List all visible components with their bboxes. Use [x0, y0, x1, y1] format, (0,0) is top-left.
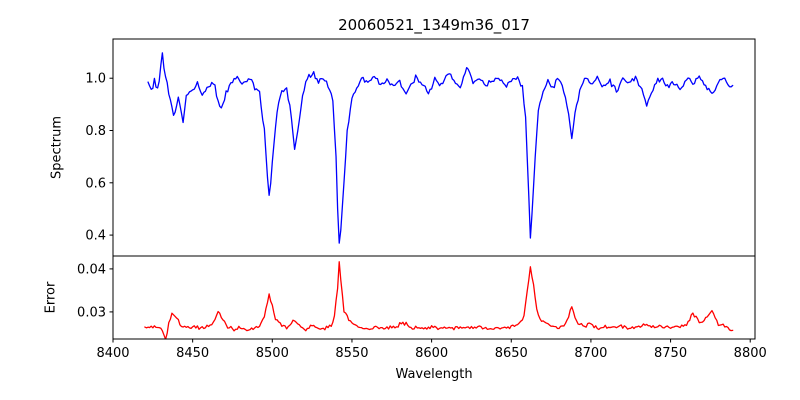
ticks-layer: 8400 8450 8500 8550 8600 8650 8700 8750 8800 0.4 0…: [77, 72, 767, 361]
y-tick-label: 0.04: [77, 262, 106, 277]
error-panel-frame: [112, 255, 756, 340]
x-tick-label: 8450: [176, 346, 209, 361]
x-tick-label: 8500: [256, 346, 289, 361]
x-tick-label: 8550: [335, 346, 368, 361]
x-tick-label: 8800: [734, 346, 767, 361]
x-tick-label: 8650: [495, 346, 528, 361]
x-axis-label: Wavelength: [395, 367, 472, 382]
error-line: [144, 261, 734, 339]
chart-title: 20060521_1349m36_017: [338, 16, 530, 35]
x-tick-label: 8700: [574, 346, 607, 361]
x-tick-label: 8750: [654, 346, 687, 361]
y-tick-label: 1.0: [85, 72, 106, 87]
y-axis-label-spectrum: Spectrum: [50, 116, 65, 179]
x-tick-label: 8600: [415, 346, 448, 361]
y-tick-label: 0.4: [85, 229, 106, 244]
y-tick-label: 0.6: [85, 176, 106, 191]
x-tick-label: 8400: [96, 346, 129, 361]
data-lines-layer: [144, 52, 734, 339]
spectrum-line: [147, 52, 734, 244]
spectrum-panel-frame: [112, 38, 756, 257]
y-axis-label-error: Error: [44, 281, 59, 313]
y-tick-label: 0.03: [77, 305, 106, 320]
y-tick-label: 0.8: [85, 124, 106, 139]
